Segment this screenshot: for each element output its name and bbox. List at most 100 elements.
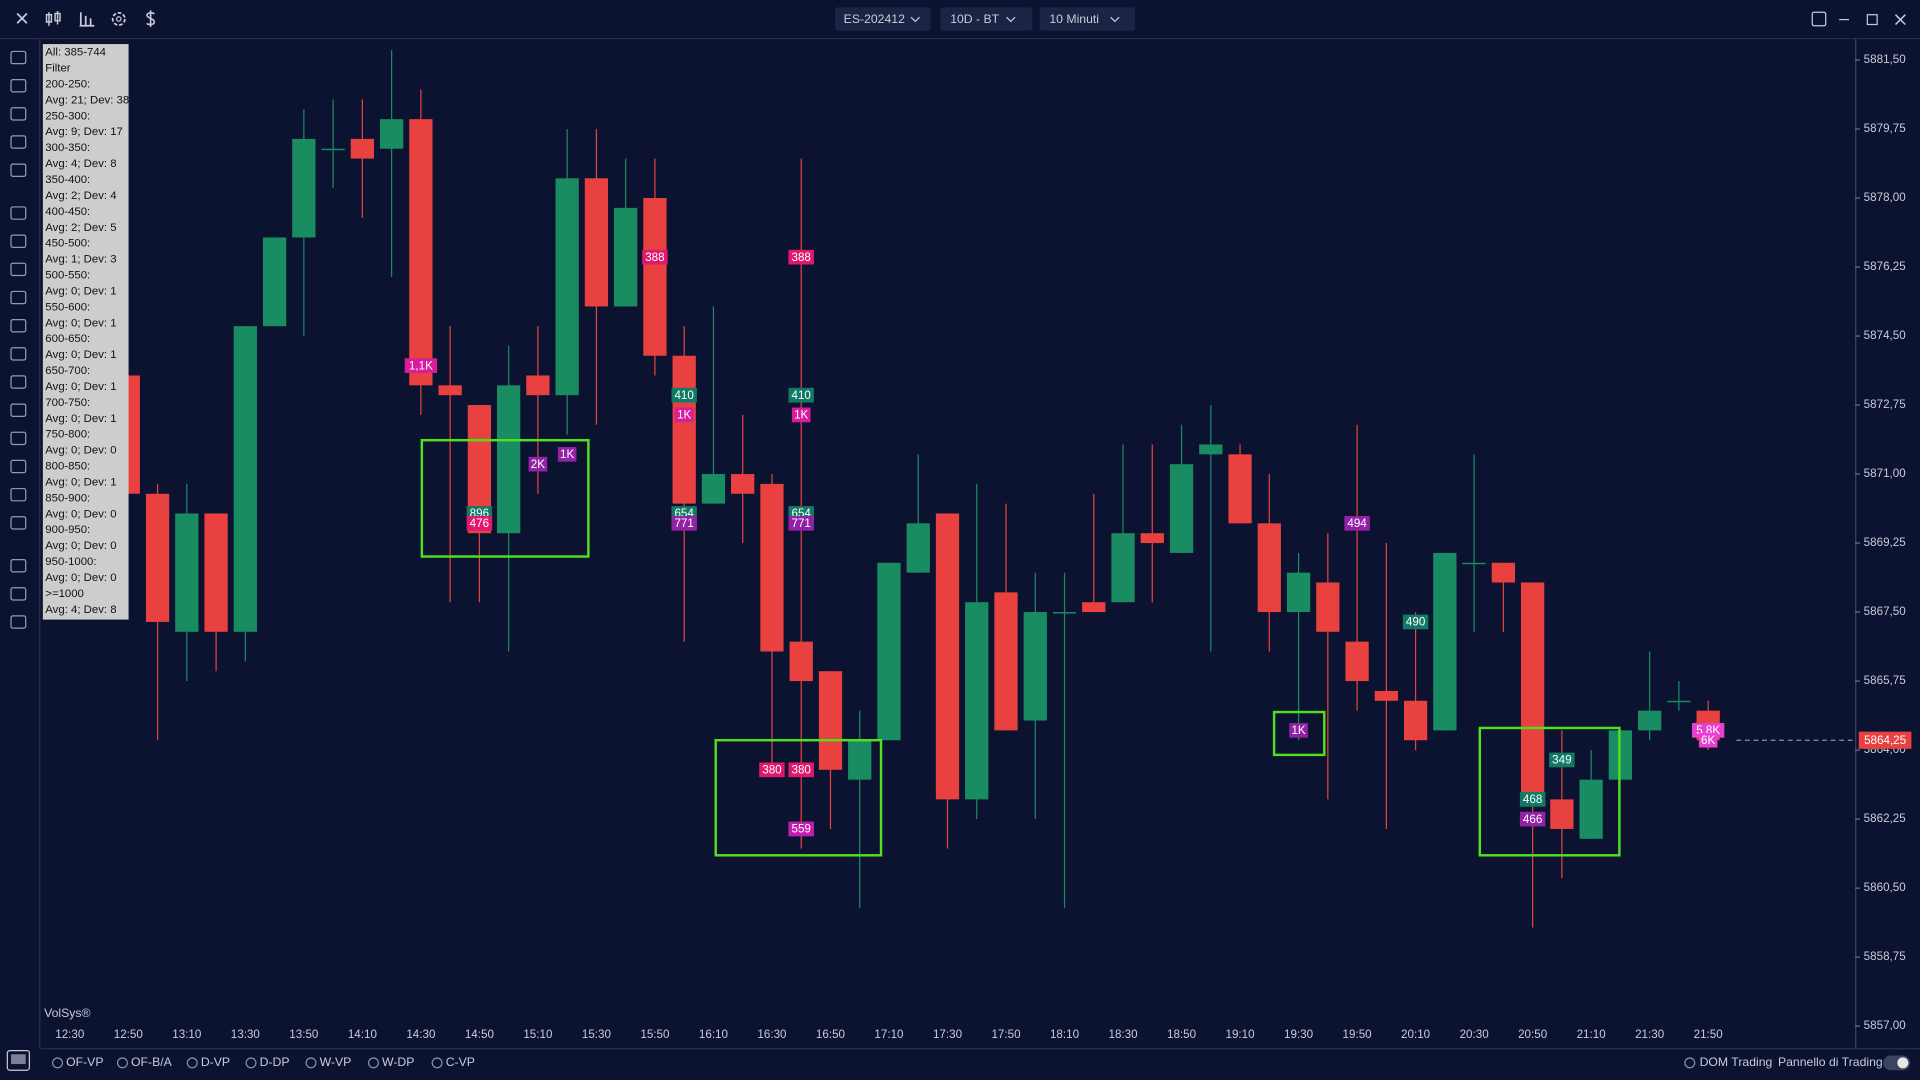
tool-button[interactable]	[10, 107, 27, 121]
volume-label-background	[1519, 792, 1546, 807]
info-panel-line: Avg: 1; Dev: 3	[45, 254, 116, 266]
tool-button[interactable]	[10, 163, 27, 177]
x-tick-label: 16:10	[699, 1028, 729, 1041]
info-panel-line: Avg: 9; Dev: 17	[45, 126, 123, 138]
candle-body	[1579, 779, 1603, 839]
close-chart-button[interactable]	[16, 12, 28, 24]
radio-button[interactable]	[431, 1057, 443, 1069]
x-tick-label: 20:50	[1518, 1028, 1548, 1041]
info-panel-line: 900-950:	[45, 524, 90, 536]
volume-button[interactable]	[79, 12, 95, 27]
candle-body	[672, 355, 696, 504]
x-tick-label: 15:10	[523, 1028, 553, 1041]
x-tick-label: 15:50	[640, 1028, 670, 1041]
tool-button[interactable]	[10, 262, 27, 277]
candle-body	[643, 198, 667, 356]
x-tick-label: 14:50	[465, 1028, 495, 1041]
tool-button[interactable]	[10, 347, 27, 361]
x-tick-label: 13:50	[289, 1028, 319, 1041]
dropdown-chevron	[1006, 16, 1016, 23]
tool-button[interactable]	[10, 206, 27, 220]
currency-button[interactable]	[146, 10, 156, 27]
dom-trading-label: DOM Trading	[1700, 1055, 1773, 1069]
radio-button[interactable]	[186, 1057, 198, 1069]
close-window-button[interactable]	[1894, 14, 1906, 26]
tool-button[interactable]	[10, 615, 27, 629]
candle-body	[994, 592, 1018, 731]
radio-button[interactable]	[52, 1057, 64, 1069]
candle-body	[1345, 641, 1369, 682]
tool-button[interactable]	[10, 587, 27, 601]
info-panel-line: Avg: 4; Dev: 8	[45, 158, 116, 170]
option-label: OF-VP	[66, 1055, 103, 1069]
radio-button[interactable]	[1684, 1057, 1696, 1069]
tool-button[interactable]	[10, 318, 27, 333]
x-tick-label: 12:50	[114, 1028, 144, 1041]
last-price-marker	[1858, 731, 1912, 749]
candle-body	[1550, 799, 1574, 829]
candle-body	[1111, 533, 1135, 603]
settings-button[interactable]	[111, 12, 126, 26]
info-panel-line: 800-850:	[45, 461, 90, 473]
info-panel-line: Avg: 21; Dev: 38	[45, 94, 129, 106]
layout-button[interactable]	[1811, 11, 1827, 27]
candle-body	[438, 385, 462, 396]
tool-button[interactable]	[10, 431, 27, 446]
tool-button[interactable]	[10, 459, 27, 474]
tool-button[interactable]	[10, 375, 27, 389]
tool-button[interactable]	[10, 516, 27, 530]
timeframe-dropdown[interactable]	[1039, 7, 1136, 31]
panel-toggle-button[interactable]	[6, 1050, 30, 1071]
radio-button[interactable]	[367, 1057, 379, 1069]
candle-body	[1199, 444, 1223, 455]
option-label: D-VP	[201, 1055, 230, 1069]
period-dropdown[interactable]	[940, 7, 1033, 31]
toggle-knob	[1897, 1057, 1909, 1069]
candle-body	[175, 513, 199, 632]
info-panel-line: 250-300:	[45, 110, 90, 122]
candle-body	[292, 138, 316, 238]
info-panel-line: 550-600:	[45, 301, 90, 313]
tool-button[interactable]	[10, 50, 27, 65]
tool-button[interactable]	[10, 558, 27, 573]
symbol-text: ES-202412	[844, 12, 905, 26]
maximize-button[interactable]	[1866, 14, 1878, 26]
x-tick-label: 16:50	[816, 1028, 846, 1041]
tool-button[interactable]	[10, 234, 27, 248]
radio-button[interactable]	[305, 1057, 317, 1069]
volume-label: 1K	[1291, 724, 1305, 737]
info-panel-line: Avg: 0; Dev: 1	[45, 381, 116, 393]
tool-button[interactable]	[10, 487, 27, 502]
tool-button[interactable]	[10, 78, 27, 93]
dropdown-chevron	[1110, 16, 1120, 23]
tool-button[interactable]	[10, 290, 27, 305]
radio-button[interactable]	[116, 1057, 128, 1069]
volume-label-background	[788, 762, 814, 778]
candle-body	[1316, 582, 1340, 632]
candle-body	[789, 641, 813, 682]
tool-button[interactable]	[10, 403, 27, 417]
x-tick-label: 18:30	[1108, 1028, 1138, 1041]
volume-label: 559	[792, 823, 811, 836]
volume-label: 380	[792, 763, 812, 776]
volume-label: 494	[1347, 517, 1367, 530]
trading-panel-label: Pannello di Trading	[1778, 1055, 1883, 1069]
info-panel-line: Avg: 0; Dev: 0	[45, 508, 116, 520]
info-panel-line: 600-650:	[45, 333, 90, 345]
y-tick-label: 5865,75	[1864, 674, 1906, 687]
volume-label-background	[671, 515, 697, 531]
candle-body	[350, 138, 374, 159]
highlight-box	[1272, 710, 1326, 757]
top-bar: ES-202412 10D - BT 10 Minuti	[0, 7, 1920, 40]
info-panel-line: 750-800:	[45, 429, 90, 441]
y-tick-label: 5872,75	[1864, 398, 1906, 411]
candle-body	[1491, 562, 1515, 583]
volume-label-background	[791, 407, 811, 423]
symbol-dropdown[interactable]	[835, 7, 931, 31]
candles-button[interactable]	[45, 11, 61, 26]
candle-body	[204, 513, 228, 632]
radio-button[interactable]	[245, 1057, 257, 1069]
volume-label: 771	[792, 517, 811, 530]
tool-button[interactable]	[10, 135, 27, 149]
x-tick-label: 17:10	[874, 1028, 904, 1041]
